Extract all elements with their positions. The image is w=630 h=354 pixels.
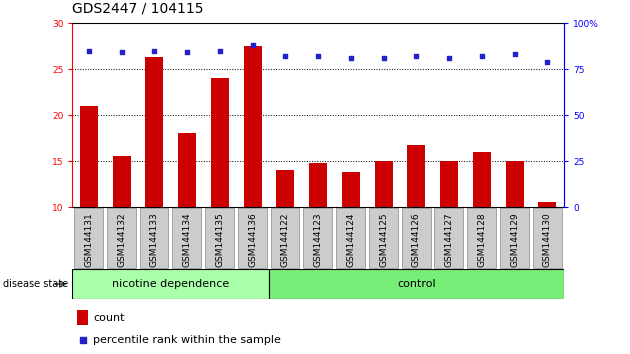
Text: GSM144136: GSM144136 — [248, 212, 257, 267]
Point — [84, 48, 94, 53]
Point — [182, 50, 192, 55]
Text: GSM144130: GSM144130 — [543, 212, 552, 267]
Text: GSM144134: GSM144134 — [183, 212, 192, 267]
Text: GSM144132: GSM144132 — [117, 212, 126, 267]
FancyBboxPatch shape — [500, 208, 529, 268]
Text: GSM144131: GSM144131 — [84, 212, 93, 267]
Text: count: count — [93, 313, 125, 323]
Text: disease state: disease state — [3, 279, 68, 289]
FancyBboxPatch shape — [402, 208, 430, 268]
Text: GSM144127: GSM144127 — [445, 212, 454, 267]
Text: percentile rank within the sample: percentile rank within the sample — [93, 335, 281, 346]
Point — [280, 53, 290, 59]
FancyBboxPatch shape — [269, 269, 564, 299]
Point — [477, 53, 487, 59]
Text: GSM144129: GSM144129 — [510, 212, 519, 267]
Bar — [309, 163, 327, 207]
FancyBboxPatch shape — [304, 208, 332, 268]
Text: GSM144135: GSM144135 — [215, 212, 224, 267]
Text: nicotine dependence: nicotine dependence — [112, 279, 229, 289]
Point — [215, 48, 225, 53]
Point — [346, 55, 356, 61]
Bar — [211, 78, 229, 207]
Point — [313, 53, 323, 59]
Point — [149, 48, 159, 53]
FancyBboxPatch shape — [72, 269, 269, 299]
Bar — [375, 161, 392, 207]
Point — [411, 53, 421, 59]
FancyBboxPatch shape — [467, 208, 496, 268]
Text: GSM144126: GSM144126 — [412, 212, 421, 267]
FancyBboxPatch shape — [205, 208, 234, 268]
Text: GSM144133: GSM144133 — [150, 212, 159, 267]
Text: GSM144122: GSM144122 — [281, 212, 290, 267]
Text: GDS2447 / 104115: GDS2447 / 104115 — [72, 2, 204, 16]
Bar — [146, 57, 163, 207]
Bar — [539, 202, 556, 207]
Bar — [277, 170, 294, 207]
Bar — [178, 133, 196, 207]
FancyBboxPatch shape — [238, 208, 266, 268]
Bar — [473, 152, 491, 207]
Bar — [77, 310, 88, 325]
Bar — [244, 46, 261, 207]
Point — [379, 55, 389, 61]
FancyBboxPatch shape — [369, 208, 398, 268]
Point — [510, 51, 520, 57]
Bar — [80, 106, 98, 207]
Bar — [440, 161, 458, 207]
FancyBboxPatch shape — [435, 208, 463, 268]
FancyBboxPatch shape — [533, 208, 561, 268]
Bar — [113, 155, 130, 207]
Text: GSM144124: GSM144124 — [346, 212, 355, 267]
Text: GSM144123: GSM144123 — [314, 212, 323, 267]
Text: GSM144125: GSM144125 — [379, 212, 388, 267]
Point — [77, 337, 88, 343]
FancyBboxPatch shape — [336, 208, 365, 268]
Bar — [408, 145, 425, 207]
Point — [542, 59, 553, 64]
Point — [117, 50, 127, 55]
FancyBboxPatch shape — [107, 208, 135, 268]
Point — [444, 55, 454, 61]
FancyBboxPatch shape — [74, 208, 103, 268]
Text: control: control — [397, 279, 436, 289]
Bar — [506, 161, 524, 207]
FancyBboxPatch shape — [271, 208, 299, 268]
Text: GSM144128: GSM144128 — [478, 212, 486, 267]
Point — [248, 42, 258, 48]
Bar — [342, 172, 360, 207]
FancyBboxPatch shape — [173, 208, 201, 268]
FancyBboxPatch shape — [140, 208, 168, 268]
